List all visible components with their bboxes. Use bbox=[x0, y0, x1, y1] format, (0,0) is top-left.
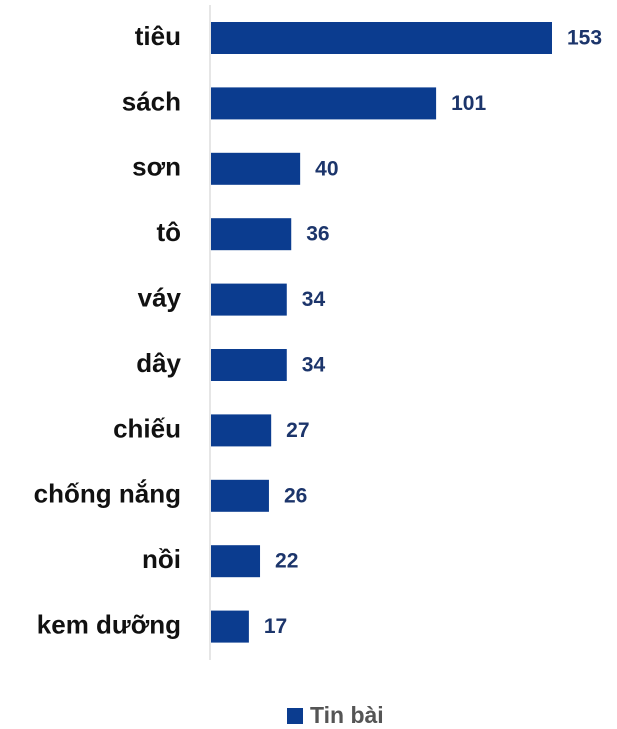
bar bbox=[211, 479, 269, 512]
bar bbox=[211, 152, 301, 185]
bar bbox=[211, 545, 261, 578]
legend-swatch bbox=[287, 708, 303, 724]
bar bbox=[211, 349, 287, 381]
bar bbox=[211, 283, 287, 316]
bar bbox=[211, 22, 552, 54]
value-label: 26 bbox=[284, 484, 307, 507]
category-label: sơn bbox=[132, 152, 181, 182]
category-label: tiêu bbox=[135, 21, 181, 51]
bar bbox=[211, 414, 272, 447]
value-label: 40 bbox=[315, 157, 338, 180]
category-label: chiếu bbox=[113, 413, 181, 443]
category-label: sách bbox=[122, 86, 181, 116]
value-label: 34 bbox=[302, 288, 326, 311]
value-label: 27 bbox=[286, 419, 309, 442]
category-label: chống nắng bbox=[34, 479, 181, 509]
legend-label: Tin bài bbox=[310, 702, 384, 728]
bar bbox=[211, 87, 437, 120]
value-label: 17 bbox=[264, 615, 287, 638]
value-label: 36 bbox=[306, 223, 329, 246]
value-label: 22 bbox=[275, 550, 298, 573]
category-label: nồi bbox=[142, 544, 181, 574]
category-label: dây bbox=[136, 348, 181, 378]
bar bbox=[211, 610, 249, 643]
value-label: 153 bbox=[567, 27, 602, 50]
category-label: kem dưỡng bbox=[37, 609, 181, 639]
category-label: váy bbox=[138, 282, 182, 312]
value-label: 101 bbox=[451, 92, 486, 115]
value-label: 34 bbox=[302, 354, 326, 377]
category-label: tô bbox=[156, 217, 181, 247]
bar bbox=[211, 218, 292, 251]
